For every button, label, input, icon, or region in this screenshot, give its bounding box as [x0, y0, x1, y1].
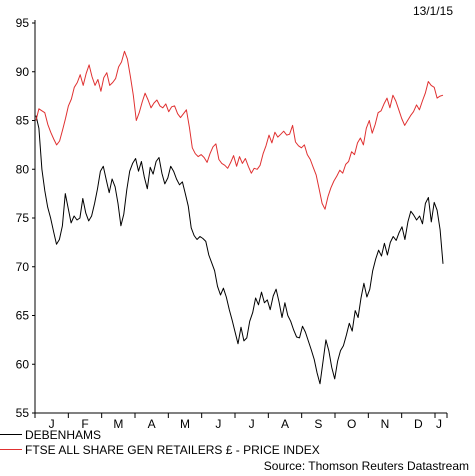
x-tick-label: S	[314, 417, 322, 431]
y-axis-ticks: 95 90 85 80 75 70 65 60 55	[16, 16, 35, 420]
y-tick-label: 70	[16, 260, 30, 274]
y-tick-label: 55	[16, 406, 30, 420]
x-tick-label: A	[148, 417, 156, 431]
y-tick-label: 60	[16, 357, 30, 371]
chart-axes	[34, 20, 447, 414]
y-tick-label: 85	[16, 114, 30, 128]
legend-item-ftse-retailers: FTSE ALL SHARE GEN RETAILERS £ - PRICE I…	[0, 443, 320, 457]
series-line-ftse-retailers	[35, 50, 444, 210]
x-tick-label: J	[215, 417, 221, 431]
x-tick-label: J	[436, 417, 442, 431]
legend-swatch-debenhams	[0, 434, 22, 436]
x-tick-label: A	[281, 417, 289, 431]
x-tick-label: J	[49, 417, 55, 431]
source-note: Source: Thomson Reuters Datastream	[263, 459, 469, 473]
y-tick-label: 65	[16, 309, 30, 323]
legend-item-debenhams: DEBENHAMS	[0, 428, 101, 442]
y-tick-label: 90	[16, 65, 30, 79]
series-line-debenhams	[35, 115, 444, 385]
x-tick-label: M	[180, 417, 190, 431]
x-tick-label: O	[347, 417, 356, 431]
y-tick-label: 95	[16, 16, 30, 30]
legend-label-ftse-retailers: FTSE ALL SHARE GEN RETAILERS £ - PRICE I…	[25, 443, 320, 457]
x-tick-label: D	[414, 417, 423, 431]
x-tick-label: M	[113, 417, 123, 431]
legend-swatch-ftse-retailers	[0, 449, 22, 451]
chart-date-stamp: 13/1/15	[412, 4, 453, 18]
x-tick-label: N	[381, 417, 390, 431]
y-tick-label: 75	[16, 211, 30, 225]
x-tick-label: J	[249, 417, 255, 431]
legend-label-debenhams: DEBENHAMS	[25, 428, 102, 442]
x-tick-label: F	[81, 417, 88, 431]
series-lines	[35, 50, 444, 385]
y-tick-label: 80	[16, 162, 30, 176]
